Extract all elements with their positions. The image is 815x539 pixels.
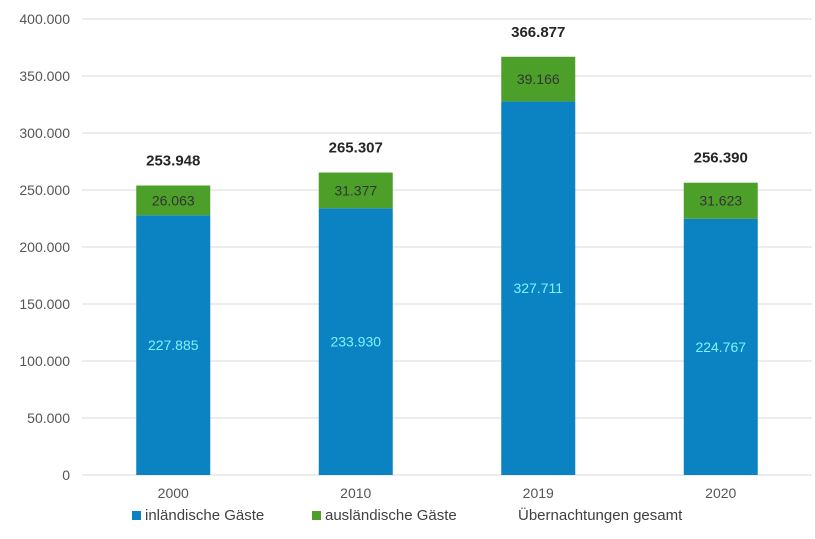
x-axis: 2000 2010 2019 2020 [158,485,737,501]
y-tick-label: 150.000 [19,296,70,312]
data-label-inlaendische-gaeste: 327.711 [513,280,563,296]
legend: inländische Gäste ausländische Gäste Übern… [132,506,683,524]
legend-label: ausländische Gäste [325,507,457,524]
y-tick-label: 0 [62,467,70,483]
data-label-uebernachtungen-gesamt: 366.877 [511,24,565,41]
legend-swatch [132,511,141,520]
y-tick-label: 300.000 [19,125,70,141]
legend-label: Übernachtungen gesamt [518,506,683,524]
legend-label: inländische Gäste [145,507,264,524]
bar-auslaendische-gaeste [683,182,758,219]
data-label-auslaendische-gaeste: 31.377 [334,182,377,198]
data-label-uebernachtungen-gesamt: 265.307 [329,140,383,157]
y-axis: 0 50.000 100.000 150.000 200.000 250.000 300.0… [19,11,70,483]
x-tick-label: 2000 [158,485,189,501]
data-label-auslaendische-gaeste: 31.623 [699,193,742,209]
bars: 227.885 26.063 253.948 233.930 31.377 265.307… [136,24,758,476]
bar-auslaendische-gaeste [136,185,211,216]
bar-auslaendische-gaeste [318,172,393,209]
bar-inlaendische-gaeste [501,101,576,476]
y-tick-label: 100.000 [19,353,70,369]
y-tick-label: 200.000 [19,239,70,255]
y-tick-label: 400.000 [19,11,70,27]
data-label-inlaendische-gaeste: 227.885 [148,337,199,353]
data-label-inlaendische-gaeste: 233.930 [330,334,381,350]
data-label-auslaendische-gaeste: 39.166 [517,71,560,87]
y-tick-label: 250.000 [19,182,70,198]
data-label-uebernachtungen-gesamt: 253.948 [146,152,200,169]
bar-inlaendische-gaeste [683,218,758,475]
legend-swatch [312,511,321,520]
data-label-uebernachtungen-gesamt: 256.390 [694,150,748,167]
y-tick-label: 350.000 [19,68,70,84]
y-tick-label: 50.000 [27,410,70,426]
data-label-inlaendische-gaeste: 224.767 [695,339,746,355]
bar-auslaendische-gaeste [501,56,576,102]
data-label-auslaendische-gaeste: 26.063 [152,192,195,208]
x-tick-label: 2020 [705,485,736,501]
bar-inlaendische-gaeste [318,208,393,475]
x-tick-label: 2010 [340,485,371,501]
x-tick-label: 2019 [523,485,554,501]
bar-inlaendische-gaeste [136,215,211,475]
